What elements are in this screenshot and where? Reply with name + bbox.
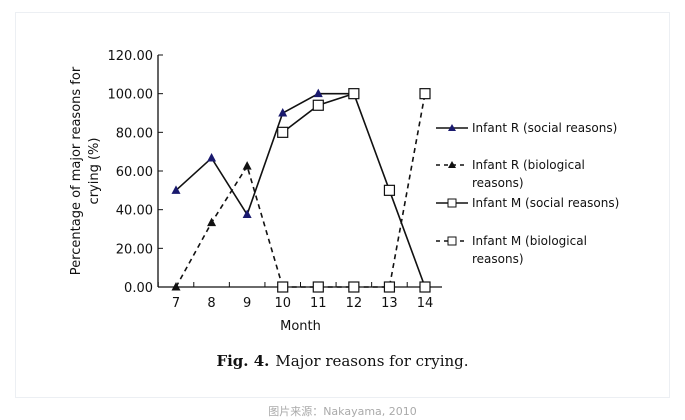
data-point-0 — [171, 185, 181, 194]
series-line-1 — [175, 164, 284, 288]
y-tick-label: 100.00 — [108, 88, 154, 103]
x-tick-label: 13 — [381, 296, 398, 311]
y-tick-label: 40.00 — [116, 204, 153, 219]
figure-title: Major reasons for crying. — [275, 352, 469, 370]
data-point-2 — [419, 281, 431, 293]
x-axis-label: Month — [280, 319, 321, 334]
x-tick-label: 14 — [417, 296, 434, 311]
legend-label-1: reasons) — [472, 176, 524, 190]
legend-marker-3 — [447, 236, 457, 246]
series-line-0 — [175, 92, 354, 217]
x-tick-label: 10 — [274, 296, 291, 311]
figure-caption: Fig. 4. Major reasons for crying. — [0, 352, 685, 370]
legend-marker-0 — [448, 124, 456, 131]
data-point-1 — [207, 217, 217, 227]
image-source: 图片来源：Nakayama, 2010 — [268, 405, 417, 418]
y-axis-label: Percentage of major reasons for — [69, 66, 84, 275]
data-point-3 — [383, 281, 396, 293]
legend-label-3: Infant M (biological — [472, 234, 587, 248]
data-point-0 — [278, 108, 288, 117]
y-tick-label: 120.00 — [108, 49, 154, 64]
legend-label-3: reasons) — [472, 252, 524, 266]
data-point-0 — [207, 153, 217, 162]
data-point-1 — [242, 161, 252, 170]
legend-marker-1 — [448, 161, 456, 168]
data-point-2 — [312, 99, 324, 111]
data-point-1 — [171, 282, 181, 291]
x-tick-label: 11 — [310, 296, 327, 311]
legend-marker-2 — [447, 198, 457, 208]
x-tick-label: 12 — [346, 296, 363, 311]
figure-label: Fig. 4. — [216, 352, 270, 370]
data-point-3 — [277, 281, 289, 293]
x-tick-label: 8 — [207, 296, 215, 311]
y-tick-label: 0.00 — [124, 281, 153, 296]
y-tick-label: 60.00 — [116, 165, 153, 180]
data-point-3 — [348, 281, 360, 293]
series-line-2 — [282, 92, 426, 288]
x-tick-label: 9 — [243, 296, 251, 311]
x-tick-label: 7 — [172, 296, 180, 311]
y-axis-label: crying (%) — [87, 138, 102, 205]
data-point-2 — [383, 184, 396, 196]
figure-card — [15, 12, 670, 398]
data-point-2 — [348, 88, 360, 100]
data-point-0 — [242, 209, 252, 218]
data-point-3 — [312, 281, 324, 293]
data-point-2 — [277, 126, 289, 138]
data-point-0 — [313, 88, 323, 98]
legend-label-1: Infant R (biological — [472, 158, 585, 172]
y-tick-label: 20.00 — [116, 242, 153, 257]
series-line-3 — [282, 93, 426, 288]
y-tick-label: 80.00 — [116, 126, 153, 141]
legend-label-0: Infant R (social reasons) — [472, 121, 617, 135]
legend-label-2: Infant M (social reasons) — [472, 196, 619, 210]
data-point-3 — [419, 88, 431, 100]
